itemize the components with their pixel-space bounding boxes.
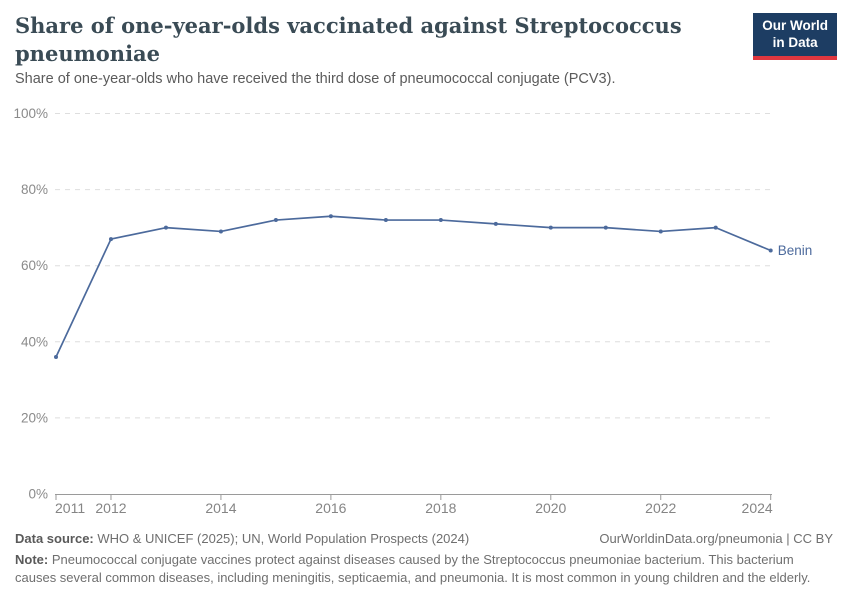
data-point [273,218,278,223]
line-chart: 0% 20% 40% 60% 80% 100% 2011 2012 2014 2016 2018 20… [13,106,813,516]
owid-logo-line2: in Data [772,34,818,50]
y-axis-tick-label: 20% [21,410,48,425]
x-axis-tick-label: 2018 [425,500,456,516]
data-point [108,237,113,242]
data-source-label: Data source: [15,531,94,546]
data-point [438,218,443,223]
data-point [658,229,663,234]
data-point [218,229,223,234]
x-axis-tick-label: 2012 [95,500,126,516]
x-axis-tick-label: 2024 [742,500,773,516]
owid-logo: Our World in Data [753,13,837,60]
x-axis-tick-label: 2020 [535,500,566,516]
note-text: Pneumococcal conjugate vaccines protect … [15,552,811,585]
x-axis-tick-label: 2011 [55,500,85,516]
license-text: OurWorldinData.org/pneumonia | CC BY [599,531,833,546]
chart-footer: Data source: WHO & UNICEF (2025); UN, Wo… [15,531,833,587]
note-label: Note: [15,552,49,567]
data-point [383,218,388,223]
data-point [328,214,333,219]
x-axis-tick-label: 2022 [645,500,676,516]
data-point [713,225,718,230]
data-point [54,355,58,360]
x-axis-tick-label: 2016 [315,500,346,516]
chart-subtitle: Share of one-year-olds who have received… [15,71,616,87]
owid-logo-line1: Our World [762,18,828,33]
source-row: Data source: WHO & UNICEF (2025); UN, Wo… [15,531,833,546]
y-axis-tick-label: 0% [28,487,48,502]
y-axis-tick-label: 60% [21,258,48,273]
y-axis-tick-label: 80% [21,182,48,197]
data-point [493,221,498,226]
data-line [55,215,772,358]
data-point [768,248,773,253]
x-axis-tick-label: 2014 [205,500,236,516]
note: Note: Pneumococcal conjugate vaccines pr… [15,551,833,587]
data-point [548,225,553,230]
data-point [603,225,608,230]
series-end-label: Benin [778,243,813,258]
data-source-text: WHO & UNICEF (2025); UN, World Populatio… [93,531,470,546]
y-axis-tick-label: 40% [21,334,48,349]
data-point [163,225,168,230]
y-axis-tick-label: 100% [13,106,48,121]
data-source: Data source: WHO & UNICEF (2025); UN, Wo… [15,531,469,546]
chart-title: Share of one-year-olds vaccinated agains… [15,13,682,66]
